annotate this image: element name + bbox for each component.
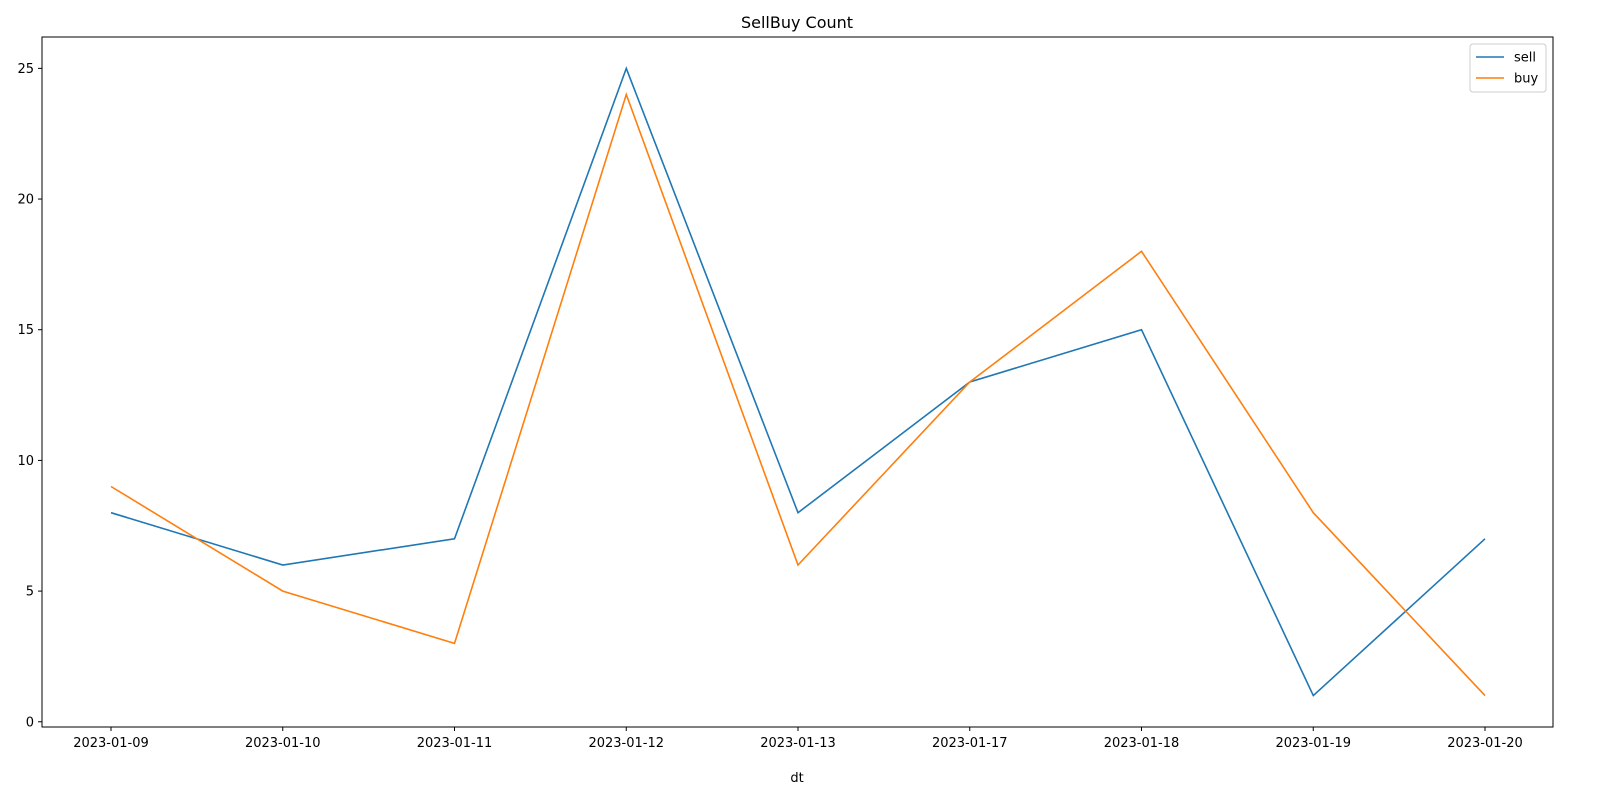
x-tick-label: 2023-01-11 (417, 736, 493, 751)
chart-title: SellBuy Count (741, 13, 853, 32)
y-tick-label: 10 (17, 454, 34, 469)
y-tick-label: 5 (26, 585, 34, 600)
x-tick-label: 2023-01-13 (760, 736, 836, 751)
x-tick-label: 2023-01-17 (932, 736, 1008, 751)
legend-label-buy: buy (1514, 72, 1538, 87)
x-tick-label: 2023-01-20 (1447, 736, 1523, 751)
y-tick-label: 15 (17, 323, 34, 338)
x-tick-label: 2023-01-19 (1275, 736, 1351, 751)
legend-box (1469, 43, 1547, 93)
series-line-buy (110, 92, 1486, 697)
y-tick-label: 20 (17, 193, 34, 208)
legend-label-sell: sell (1514, 51, 1536, 66)
x-axis-label: dt (790, 771, 803, 786)
plot-frame (41, 36, 1554, 728)
x-tick-label: 2023-01-09 (73, 736, 149, 751)
x-tick-label: 2023-01-12 (588, 736, 664, 751)
x-tick-label: 2023-01-10 (245, 736, 321, 751)
y-tick-label: 25 (17, 62, 34, 77)
plot-area: 0 5 10 15 20 25 2023-01-09 2023-01-10 2023-01-11… (17, 36, 1554, 751)
x-tick-label: 2023-01-18 (1104, 736, 1180, 751)
series-line-sell (110, 66, 1486, 697)
y-tick-label: 0 (26, 715, 34, 730)
